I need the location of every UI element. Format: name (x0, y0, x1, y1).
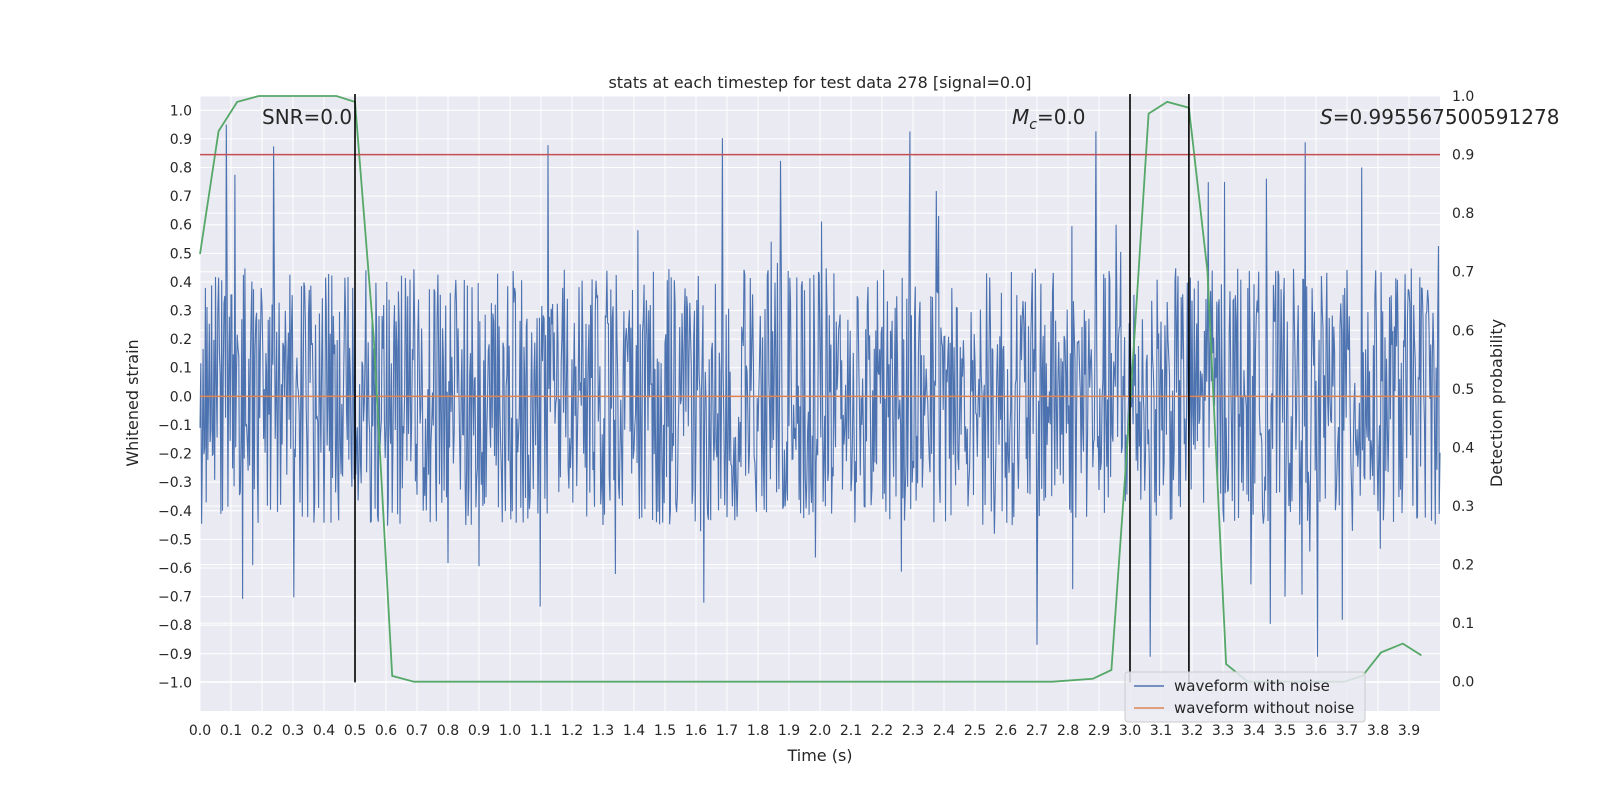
legend-label-clean: waveform without noise (1174, 699, 1354, 717)
legend-label-noise: waveform with noise (1174, 677, 1330, 695)
y-tick-label: 0.0 (170, 389, 192, 405)
x-tick-label: 0.3 (282, 723, 304, 739)
s-symbol: S (1320, 105, 1333, 129)
y-tick-label: 0.7 (170, 189, 192, 205)
s-annotation: S=0.995567500591278 (1320, 105, 1559, 129)
y-tick-label: −0.1 (158, 418, 192, 434)
x-tick-label: 1.7 (716, 723, 738, 739)
y-tick-label: −0.6 (158, 561, 192, 577)
x-tick-label: 2.0 (809, 723, 831, 739)
x-tick-label: 2.6 (995, 723, 1017, 739)
y2-tick-labels: 0.0 0.1 0.2 0.3 0.4 0.5 0.6 0.7 0.8 0.9 1.0 (1452, 89, 1474, 691)
x-tick-label: 3.4 (1243, 723, 1265, 739)
x-tick-label: 3.0 (1119, 723, 1141, 739)
y2-tick-label: 0.6 (1452, 323, 1474, 339)
x-tick-label: 0.8 (437, 723, 459, 739)
chart-title: stats at each timestep for test data 278… (608, 73, 1031, 92)
y2-tick-label: 0.2 (1452, 558, 1474, 574)
s-value: =0.995567500591278 (1333, 105, 1560, 129)
legend: waveform with noise waveform without noi… (1124, 671, 1366, 723)
y-tick-label: 1.0 (170, 103, 192, 119)
x-tick-label: 2.7 (1026, 723, 1048, 739)
snr-annotation: SNR=0.0 (262, 105, 352, 129)
x-tick-label: 3.2 (1181, 723, 1203, 739)
x-tick-label: 2.5 (964, 723, 986, 739)
y-tick-label: −1.0 (158, 675, 192, 691)
x-tick-label: 1.0 (499, 723, 521, 739)
y-tick-label: 0.8 (170, 161, 192, 177)
y-tick-label: −0.9 (158, 647, 192, 663)
y2-tick-label: 0.3 (1452, 499, 1474, 515)
mc-subscript: c (1029, 117, 1037, 133)
x-tick-label: 0.6 (375, 723, 397, 739)
vertical-markers (354, 94, 1190, 683)
legend-box (1124, 671, 1366, 723)
x-tick-label: 1.1 (530, 723, 552, 739)
mc-annotation: Mc=0.0 (1012, 105, 1086, 133)
y-tick-label: −0.8 (158, 618, 192, 634)
x-tick-label: 0.1 (220, 723, 242, 739)
x-tick-labels: 0.0 0.1 0.2 0.3 0.4 0.5 0.6 0.7 0.8 0.9 1.0 1.1 1.2 1… (189, 723, 1420, 739)
y2-tick-label: 0.0 (1452, 675, 1474, 691)
x-tick-label: 3.9 (1398, 723, 1420, 739)
mc-value: =0.0 (1037, 105, 1086, 129)
y2-tick-label: 0.7 (1452, 265, 1474, 281)
y-tick-label: 0.2 (170, 332, 192, 348)
y2-tick-label: 0.5 (1452, 382, 1474, 398)
x-tick-label: 0.5 (344, 723, 366, 739)
x-tick-label: 2.1 (840, 723, 862, 739)
x-tick-label: 0.9 (468, 723, 490, 739)
y-tick-label: −0.3 (158, 475, 192, 491)
y-tick-label: −0.7 (158, 590, 192, 606)
x-tick-label: 1.9 (778, 723, 800, 739)
y-tick-label: 0.3 (170, 304, 192, 320)
x-tick-label: 1.5 (654, 723, 676, 739)
y-tick-label: −0.5 (158, 532, 192, 548)
x-tick-label: 3.5 (1274, 723, 1296, 739)
x-tick-label: 2.2 (871, 723, 893, 739)
x-tick-label: 2.4 (933, 723, 955, 739)
x-tick-label: 1.3 (592, 723, 614, 739)
x-tick-label: 0.0 (189, 723, 211, 739)
x-tick-label: 3.1 (1150, 723, 1172, 739)
y2-tick-label: 0.8 (1452, 206, 1474, 222)
mc-symbol: M (1012, 105, 1029, 129)
y2-axis-label: Detection probability (1487, 319, 1506, 487)
y-tick-labels: −1.0 −0.9 −0.8 −0.7 −0.6 −0.5 −0.4 −0.3 −0.2 −0.1… (158, 103, 192, 691)
x-axis-label: Time (s) (786, 746, 852, 765)
y-tick-label: 0.5 (170, 246, 192, 262)
x-tick-label: 2.8 (1057, 723, 1079, 739)
x-tick-label: 1.2 (561, 723, 583, 739)
x-tick-label: 1.8 (747, 723, 769, 739)
y2-tick-label: 0.4 (1452, 440, 1474, 456)
x-tick-label: 0.2 (251, 723, 273, 739)
x-tick-label: 0.4 (313, 723, 335, 739)
x-tick-label: 0.7 (406, 723, 428, 739)
series-waveform-with-noise (199, 124, 1441, 657)
y2-tick-label: 0.9 (1452, 148, 1474, 164)
x-tick-label: 2.9 (1088, 723, 1110, 739)
y-tick-label: 0.4 (170, 275, 192, 291)
y-axis-label: Whitened strain (123, 339, 142, 466)
y-tick-label: 0.6 (170, 218, 192, 234)
y2-tick-label: 0.1 (1452, 616, 1474, 632)
y-tick-label: −0.4 (158, 504, 192, 520)
y-tick-label: 0.1 (170, 361, 192, 377)
x-tick-label: 3.3 (1212, 723, 1234, 739)
x-tick-label: 3.7 (1336, 723, 1358, 739)
x-tick-label: 1.4 (623, 723, 645, 739)
y-tick-label: 0.9 (170, 132, 192, 148)
noise-line (199, 124, 1441, 657)
y-tick-label: −0.2 (158, 447, 192, 463)
x-tick-label: 3.6 (1305, 723, 1327, 739)
x-tick-label: 2.3 (902, 723, 924, 739)
x-tick-label: 1.6 (685, 723, 707, 739)
y2-tick-label: 1.0 (1452, 89, 1474, 105)
x-tick-label: 3.8 (1367, 723, 1389, 739)
